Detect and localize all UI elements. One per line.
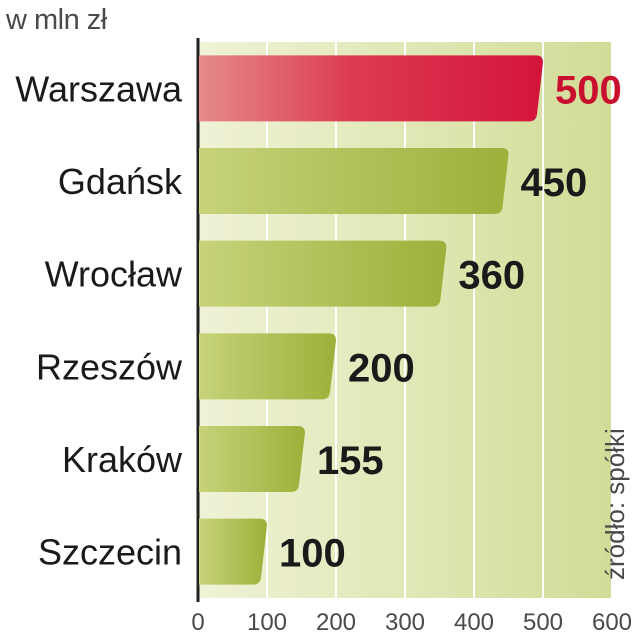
category-label: Warszawa [15,68,183,109]
bar-wrocław [199,240,447,307]
value-label: 155 [317,439,384,483]
value-label: 100 [279,532,346,576]
bar-szczecin [199,518,267,585]
value-label: 450 [521,161,588,205]
x-tick-label: 0 [191,609,204,636]
value-label: 200 [348,346,415,390]
x-tick-label: 600 [592,609,632,636]
category-label: Szczecin [38,532,182,573]
category-label: Rzeszów [36,346,183,387]
bar-rzeszów [199,333,336,400]
unit-label: w mln zł [6,4,107,36]
x-tick-label: 100 [247,609,287,636]
bar-gdańsk [199,148,509,214]
value-label: 500 [555,68,622,112]
category-label: Gdańsk [58,161,183,202]
bar-kraków [199,426,305,492]
bar-warszawa [199,55,543,122]
value-label: 360 [458,254,525,298]
category-label: Wrocław [45,254,183,295]
source-label: źródło: spółki [600,428,630,580]
x-tick-label: 200 [316,609,356,636]
x-tick-label: 300 [385,609,425,636]
x-tick-label: 500 [523,609,563,636]
x-tick-label: 400 [454,609,494,636]
category-label: Kraków [62,439,183,480]
